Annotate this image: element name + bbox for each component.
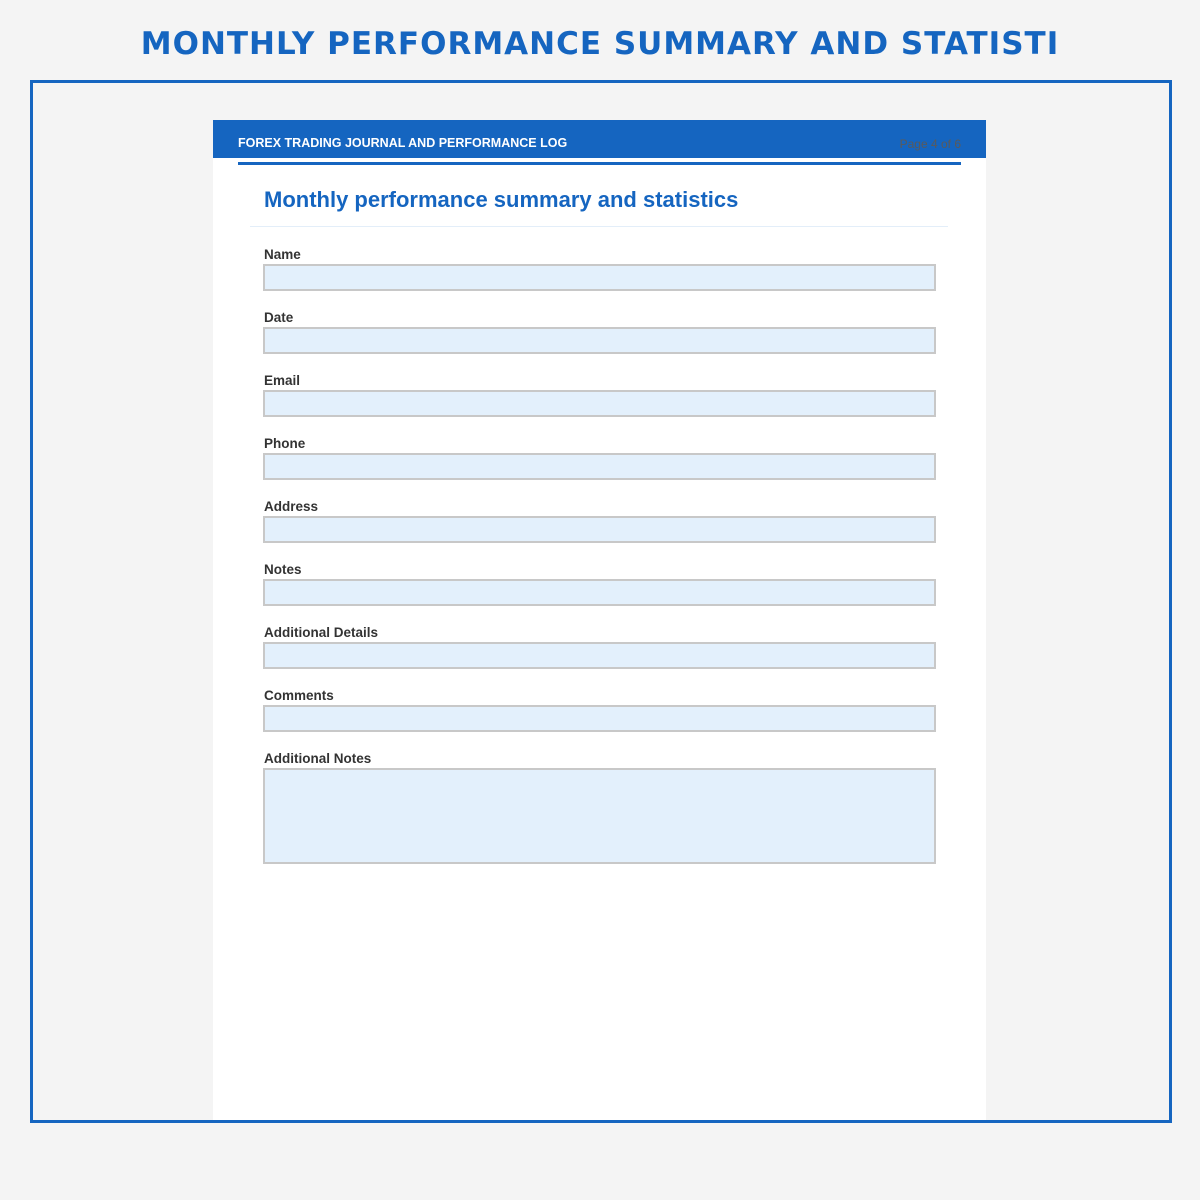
field-label: Comments xyxy=(264,688,334,703)
header-title: FOREX TRADING JOURNAL AND PERFORMANCE LO… xyxy=(238,136,568,150)
comments-field[interactable] xyxy=(263,705,936,732)
email-field[interactable] xyxy=(263,390,936,417)
divider xyxy=(250,226,948,227)
field-label: Phone xyxy=(264,436,306,451)
field-label: Address xyxy=(264,499,319,514)
page-header: FOREX TRADING JOURNAL AND PERFORMANCE LO… xyxy=(213,120,986,158)
header-rule xyxy=(238,162,961,165)
field-label: Additional Details xyxy=(264,625,379,640)
address-field[interactable] xyxy=(263,516,936,543)
field-label: Date xyxy=(264,310,294,325)
document-page: FOREX TRADING JOURNAL AND PERFORMANCE LO… xyxy=(213,120,986,1120)
field-label: Email xyxy=(264,373,301,388)
notes-field[interactable] xyxy=(263,579,936,606)
field-label: Name xyxy=(264,247,301,262)
frame xyxy=(30,80,1172,1123)
additional-notes-field[interactable] xyxy=(263,768,936,864)
form-title: Monthly performance summary and statisti… xyxy=(264,187,739,212)
additional-details-field[interactable] xyxy=(263,642,936,669)
date-field[interactable] xyxy=(263,327,936,354)
phone-field[interactable] xyxy=(263,453,936,480)
page-number: Page 4 of 6 xyxy=(899,137,961,151)
field-label: Additional Notes xyxy=(264,751,372,766)
banner-title: MONTHLY PERFORMANCE SUMMARY AND STATISTI xyxy=(140,26,1060,62)
name-field[interactable] xyxy=(263,264,936,291)
field-label: Notes xyxy=(264,562,302,577)
